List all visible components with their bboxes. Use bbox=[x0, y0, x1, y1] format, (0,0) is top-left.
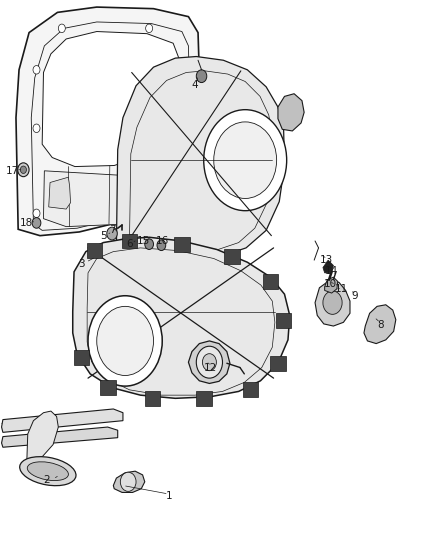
Circle shape bbox=[107, 227, 117, 240]
Text: 10: 10 bbox=[324, 279, 337, 288]
Polygon shape bbox=[315, 280, 350, 326]
Circle shape bbox=[33, 66, 40, 74]
Text: 7: 7 bbox=[109, 225, 115, 236]
Polygon shape bbox=[113, 471, 145, 492]
Bar bbox=[174, 237, 190, 252]
Polygon shape bbox=[43, 171, 174, 227]
Polygon shape bbox=[2, 427, 118, 447]
Bar bbox=[224, 249, 240, 264]
Text: 9: 9 bbox=[351, 290, 358, 301]
Text: 4: 4 bbox=[192, 80, 198, 90]
Circle shape bbox=[33, 209, 40, 217]
Bar bbox=[145, 391, 160, 406]
Polygon shape bbox=[364, 305, 396, 344]
Circle shape bbox=[145, 239, 153, 249]
Circle shape bbox=[58, 24, 65, 33]
Polygon shape bbox=[2, 409, 123, 432]
Text: 3: 3 bbox=[78, 259, 85, 269]
Text: 14: 14 bbox=[325, 266, 338, 276]
Bar bbox=[100, 380, 116, 395]
Circle shape bbox=[32, 217, 41, 228]
Circle shape bbox=[88, 296, 162, 386]
Circle shape bbox=[157, 240, 166, 251]
Polygon shape bbox=[278, 94, 304, 131]
Bar bbox=[270, 356, 286, 370]
Circle shape bbox=[33, 124, 40, 133]
Polygon shape bbox=[27, 411, 58, 462]
Circle shape bbox=[202, 354, 216, 370]
Circle shape bbox=[196, 70, 207, 83]
Ellipse shape bbox=[20, 457, 76, 486]
Text: 11: 11 bbox=[335, 284, 348, 294]
Polygon shape bbox=[188, 341, 230, 383]
Polygon shape bbox=[42, 31, 180, 166]
Text: 12: 12 bbox=[204, 362, 217, 373]
Polygon shape bbox=[49, 177, 71, 209]
Bar bbox=[196, 391, 212, 406]
Circle shape bbox=[180, 188, 187, 196]
Polygon shape bbox=[117, 56, 285, 260]
Text: 13: 13 bbox=[319, 255, 332, 265]
Text: 5: 5 bbox=[100, 231, 106, 241]
Text: 17: 17 bbox=[6, 166, 20, 176]
Circle shape bbox=[18, 163, 29, 176]
Text: 1: 1 bbox=[166, 491, 172, 501]
Bar bbox=[87, 243, 102, 258]
Text: 8: 8 bbox=[377, 320, 384, 330]
Text: 15: 15 bbox=[137, 236, 151, 246]
Circle shape bbox=[20, 166, 26, 173]
Circle shape bbox=[180, 66, 187, 74]
Text: 2: 2 bbox=[43, 475, 50, 485]
Circle shape bbox=[323, 291, 342, 314]
Text: 16: 16 bbox=[155, 236, 169, 246]
Bar bbox=[74, 351, 89, 366]
Circle shape bbox=[204, 110, 287, 211]
Bar bbox=[276, 313, 291, 328]
Circle shape bbox=[97, 306, 153, 375]
Polygon shape bbox=[16, 7, 199, 236]
Polygon shape bbox=[323, 260, 333, 273]
Circle shape bbox=[146, 24, 152, 33]
Bar bbox=[243, 382, 258, 397]
Circle shape bbox=[196, 346, 223, 378]
Circle shape bbox=[180, 124, 187, 133]
Polygon shape bbox=[325, 277, 338, 293]
Text: 18: 18 bbox=[20, 218, 34, 228]
Circle shape bbox=[120, 472, 136, 491]
Ellipse shape bbox=[27, 462, 68, 481]
Text: 6: 6 bbox=[126, 239, 133, 249]
Bar bbox=[122, 233, 138, 248]
Circle shape bbox=[127, 235, 137, 247]
Polygon shape bbox=[73, 237, 290, 398]
Bar bbox=[263, 274, 279, 289]
Circle shape bbox=[214, 122, 277, 198]
